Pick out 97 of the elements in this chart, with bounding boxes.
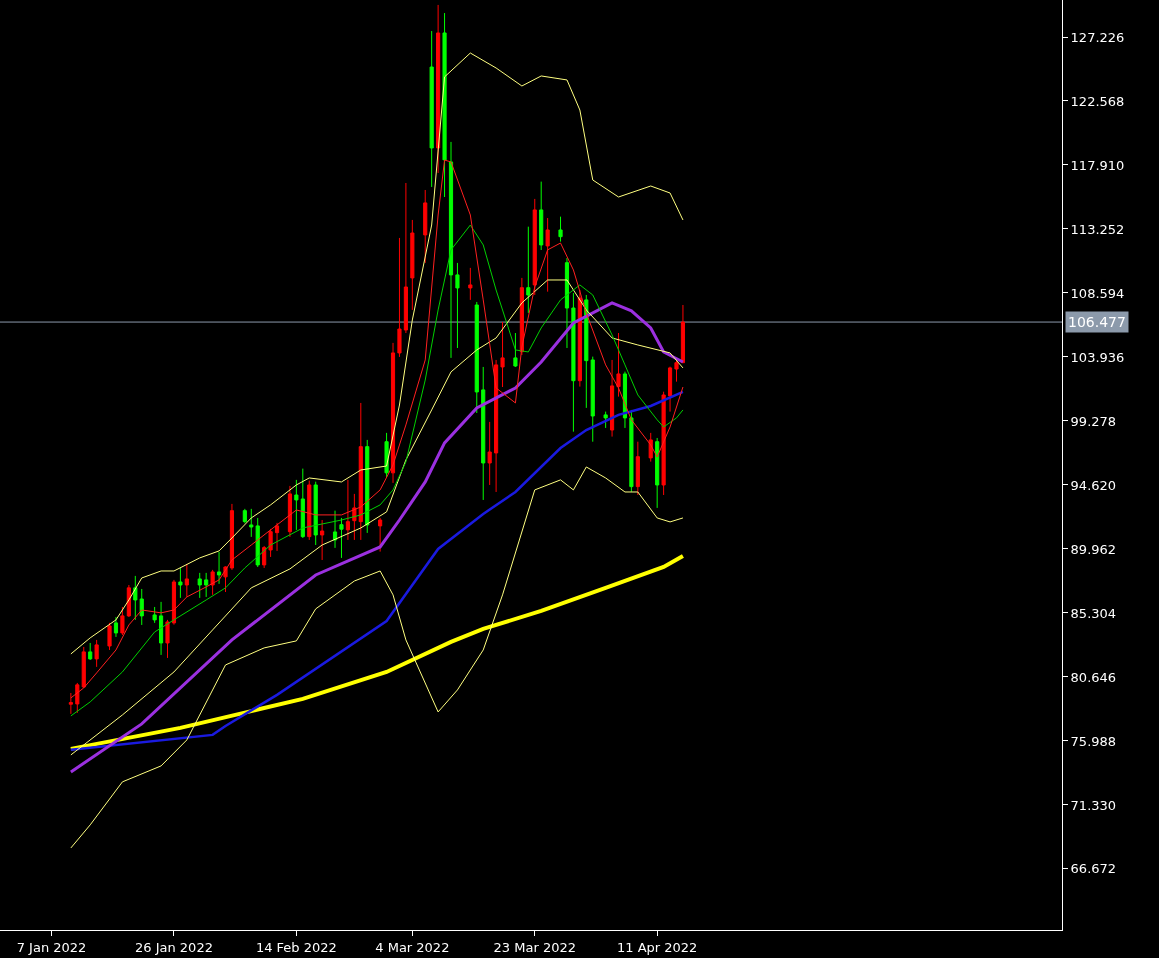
candlestick [204, 572, 209, 598]
candlestick [139, 588, 144, 626]
y-tick-label: 127.226 [1070, 29, 1125, 45]
y-tick-label: 94.620 [1070, 477, 1117, 493]
candlestick [481, 366, 486, 501]
candlestick [661, 391, 666, 496]
candlestick [442, 12, 447, 198]
candlestick [152, 606, 157, 624]
line-series [68, 553, 685, 751]
candlestick [655, 437, 660, 509]
y-tick-label: 99.278 [1070, 413, 1117, 429]
candlestick [75, 682, 80, 714]
candlestick [545, 217, 550, 293]
candlestick [274, 522, 280, 552]
candlestick [577, 289, 582, 388]
candlestick [94, 639, 99, 668]
line-series [70, 52, 684, 655]
candlestick [339, 517, 344, 559]
candlestick [609, 359, 615, 438]
candlestick [500, 321, 505, 388]
candlestick [397, 237, 402, 358]
candlestick [313, 481, 318, 546]
x-tick-label: 26 Jan 2022 [134, 939, 213, 955]
x-tick-label: 23 Mar 2022 [493, 939, 576, 955]
candlestick [229, 503, 235, 571]
y-tick-label: 80.646 [1070, 669, 1117, 685]
candlestick [332, 510, 338, 549]
y-tick-label: 108.594 [1070, 285, 1125, 301]
candlestick [494, 359, 499, 493]
candlestick [448, 141, 454, 359]
y-tick-label: 71.330 [1070, 797, 1117, 813]
candlestick [307, 480, 312, 541]
candlestick [294, 479, 299, 531]
candlestick [487, 421, 492, 486]
candlestick [455, 262, 460, 349]
ref-line-label: 106.477 [1068, 314, 1126, 330]
y-tick-label: 113.252 [1070, 221, 1125, 237]
candlestick [603, 411, 608, 429]
y-tick-label: 85.304 [1070, 605, 1117, 621]
candlestick [287, 485, 293, 538]
x-tick-label: 14 Feb 2022 [255, 939, 337, 955]
candlestick [158, 601, 164, 656]
x-tick-label: 4 Mar 2022 [375, 939, 450, 955]
candlestick [300, 468, 305, 539]
candlestick [513, 332, 518, 368]
candlestick [262, 545, 267, 569]
candlestick [539, 181, 544, 251]
candlestick [197, 572, 202, 599]
y-tick-label: 103.936 [1070, 349, 1125, 365]
candlestick [635, 441, 640, 496]
line-series [69, 390, 685, 752]
candlestick [133, 575, 138, 621]
candlestick [590, 356, 595, 443]
candlestick [558, 216, 563, 243]
y-tick-label: 75.988 [1070, 733, 1117, 749]
candlestick [365, 439, 370, 534]
candlestick [126, 584, 131, 618]
candlestick [390, 342, 396, 484]
candlestick [268, 528, 273, 558]
candlestick [616, 332, 621, 398]
candlestick [107, 622, 112, 651]
candlestick [210, 569, 215, 596]
y-tick-label: 89.962 [1070, 541, 1117, 557]
x-tick-label: 7 Jan 2022 [16, 939, 87, 955]
candlestick [184, 563, 189, 598]
candlestick [165, 619, 170, 659]
candlestick [120, 606, 125, 636]
candlestick [81, 646, 86, 689]
candlestick [410, 219, 415, 311]
candlestick [178, 567, 183, 599]
line-series [70, 466, 684, 849]
candlestick [468, 267, 473, 301]
y-tick-label: 66.672 [1070, 861, 1117, 877]
candlestick [423, 189, 428, 264]
candlestick [571, 292, 576, 433]
candlestick [345, 479, 350, 541]
candlestick [88, 642, 93, 661]
y-tick-label: 117.910 [1070, 157, 1125, 173]
candlestick [378, 517, 383, 553]
candlestick [564, 257, 570, 349]
candlestick [532, 198, 537, 296]
candlestick [216, 551, 222, 585]
y-tick-label: 122.568 [1070, 93, 1125, 109]
candlestick [171, 579, 177, 626]
candlestick [667, 366, 673, 413]
candlestick [680, 304, 686, 364]
candlestick [429, 30, 434, 188]
candlestick [358, 402, 363, 541]
candlestick [403, 182, 408, 334]
candlestick [68, 692, 73, 715]
candlestick [526, 226, 531, 314]
candlestick [320, 519, 325, 561]
candlestick [113, 616, 119, 638]
x-tick-label: 11 Apr 2022 [616, 939, 698, 955]
candlestick [474, 301, 479, 414]
candlestick [242, 508, 247, 524]
candlestick [436, 4, 441, 174]
